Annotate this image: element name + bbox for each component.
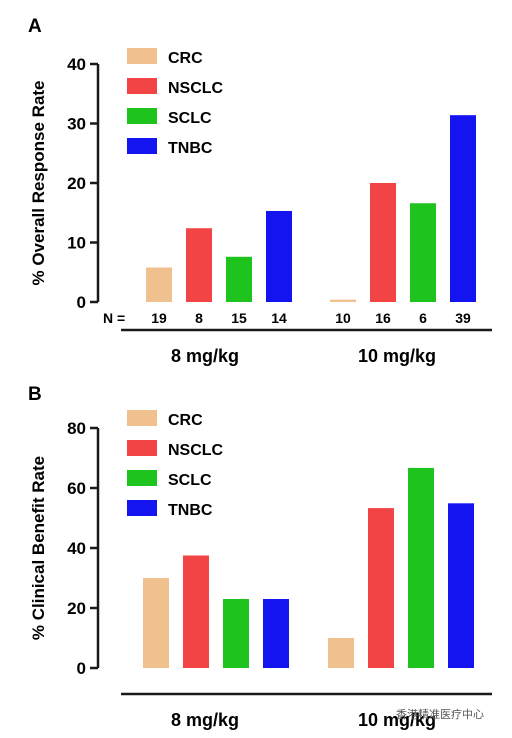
group-label: 10 mg/kg	[358, 346, 436, 366]
y-tick-label: 10	[67, 234, 86, 253]
panel-letter: B	[28, 384, 42, 405]
y-tick-label: 40	[67, 55, 86, 74]
legend-label: TNBC	[168, 140, 213, 157]
legend-swatch	[127, 48, 157, 64]
legend-label: SCLC	[168, 472, 212, 489]
bar-nsclc	[183, 555, 209, 668]
bar-tnbc	[448, 503, 474, 668]
n-count-label: 39	[455, 310, 471, 326]
panel-letter: A	[28, 16, 42, 37]
bar-tnbc	[450, 115, 476, 302]
watermark-text: 香港精准医疗中心	[396, 707, 484, 721]
bar-sclc	[226, 256, 252, 302]
bar-crc	[146, 267, 172, 302]
n-count-label: 8	[195, 310, 203, 326]
n-count-label: 10	[335, 310, 351, 326]
n-prefix-label: N =	[103, 310, 125, 326]
bar-sclc	[408, 467, 434, 668]
legend-swatch	[127, 440, 157, 456]
n-count-label: 19	[151, 310, 167, 326]
legend-swatch	[127, 78, 157, 94]
legend-label: TNBC	[168, 502, 213, 519]
legend-label: NSCLC	[168, 80, 224, 97]
legend-label: CRC	[168, 50, 203, 67]
y-tick-label: 0	[77, 293, 86, 312]
legend-label: CRC	[168, 412, 203, 429]
n-count-label: 14	[271, 310, 287, 326]
bar-nsclc	[370, 183, 396, 302]
n-count-label: 6	[419, 310, 427, 326]
bar-crc	[328, 638, 354, 668]
legend-label: NSCLC	[168, 442, 224, 459]
bar-nsclc	[368, 508, 394, 668]
bar-crc	[143, 578, 169, 668]
n-count-label: 16	[375, 310, 391, 326]
bar-sclc	[223, 599, 249, 668]
y-tick-label: 0	[77, 659, 86, 678]
y-tick-label: 40	[67, 539, 86, 558]
legend-label: SCLC	[168, 110, 212, 127]
group-label: 8 mg/kg	[171, 346, 239, 366]
y-tick-label: 20	[67, 174, 86, 193]
legend-swatch	[127, 138, 157, 154]
y-tick-label: 20	[67, 599, 86, 618]
n-count-label: 15	[231, 310, 247, 326]
y-axis-title: % Clinical Benefit Rate	[29, 456, 48, 640]
legend-swatch	[127, 470, 157, 486]
bar-crc	[330, 299, 356, 302]
bar-tnbc	[263, 599, 289, 668]
bar-nsclc	[186, 228, 212, 302]
legend-swatch	[127, 108, 157, 124]
y-tick-label: 30	[67, 115, 86, 134]
legend-swatch	[127, 410, 157, 426]
y-tick-label: 80	[67, 419, 86, 438]
group-label: 8 mg/kg	[171, 710, 239, 730]
y-tick-label: 60	[67, 479, 86, 498]
group-label: 10 mg/kg	[358, 710, 436, 730]
y-axis-title: % Overall Response Rate	[29, 80, 48, 285]
bar-sclc	[410, 203, 436, 302]
bar-tnbc	[266, 210, 292, 302]
legend-swatch	[127, 500, 157, 516]
